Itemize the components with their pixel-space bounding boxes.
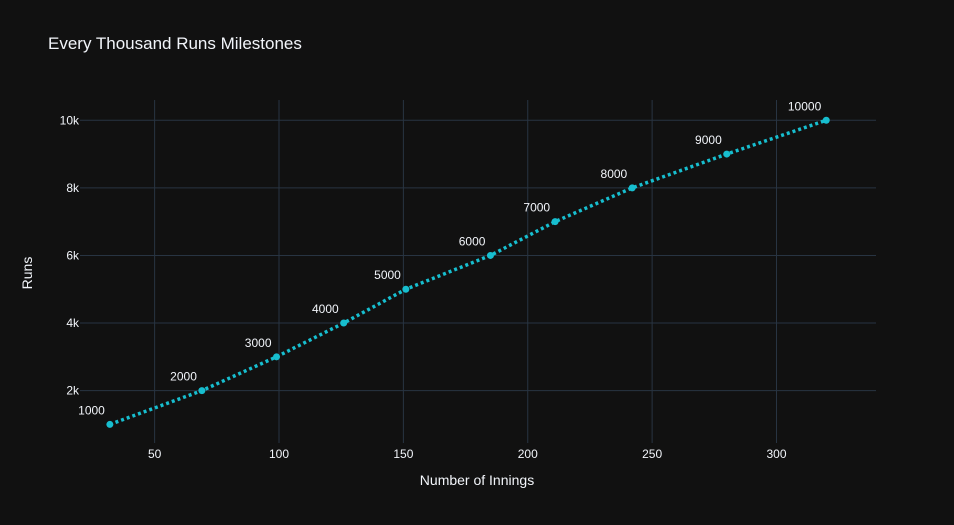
data-point [106,420,114,428]
data-point [486,251,494,259]
y-tick-label: 4k [66,316,80,330]
x-tick-label: 250 [642,447,662,461]
data-point [551,218,559,226]
data-point [822,116,830,124]
data-point [198,387,206,395]
x-axis-ticks: 50 100 150 200 250 300 [148,447,787,461]
series-line [109,118,827,427]
y-tick-label: 6k [66,248,80,262]
x-axis-title: Number of Innings [420,472,534,488]
data-point [723,150,731,158]
data-label: 6000 [459,234,486,248]
series-line-group [109,118,827,427]
data-point [273,353,281,361]
data-label: 7000 [523,201,550,215]
data-label: 5000 [374,268,401,282]
data-label: 1000 [78,403,105,417]
data-labels: 1000 2000 3000 4000 5000 6000 7000 8000 9000 1000… [78,99,821,417]
y-tick-label: 2k [66,384,80,398]
grid [80,100,876,443]
data-points [106,116,830,428]
data-label: 4000 [312,302,339,316]
data-label: 2000 [170,370,197,384]
data-label: 9000 [695,133,722,147]
x-tick-label: 300 [766,447,786,461]
x-tick-label: 200 [518,447,538,461]
y-axis-ticks: 2k 4k 6k 8k 10k [60,113,80,397]
x-tick-label: 150 [393,447,413,461]
data-label: 10000 [788,99,822,113]
x-tick-label: 100 [269,447,289,461]
data-point [628,184,636,192]
y-tick-label: 8k [66,181,80,195]
data-point [402,285,410,293]
x-tick-label: 50 [148,447,162,461]
data-label: 3000 [245,336,272,350]
chart-title: Every Thousand Runs Milestones [48,34,302,53]
data-point [340,319,348,327]
y-axis-title: Runs [19,257,35,290]
y-tick-label: 10k [60,113,80,127]
data-label: 8000 [601,167,628,181]
